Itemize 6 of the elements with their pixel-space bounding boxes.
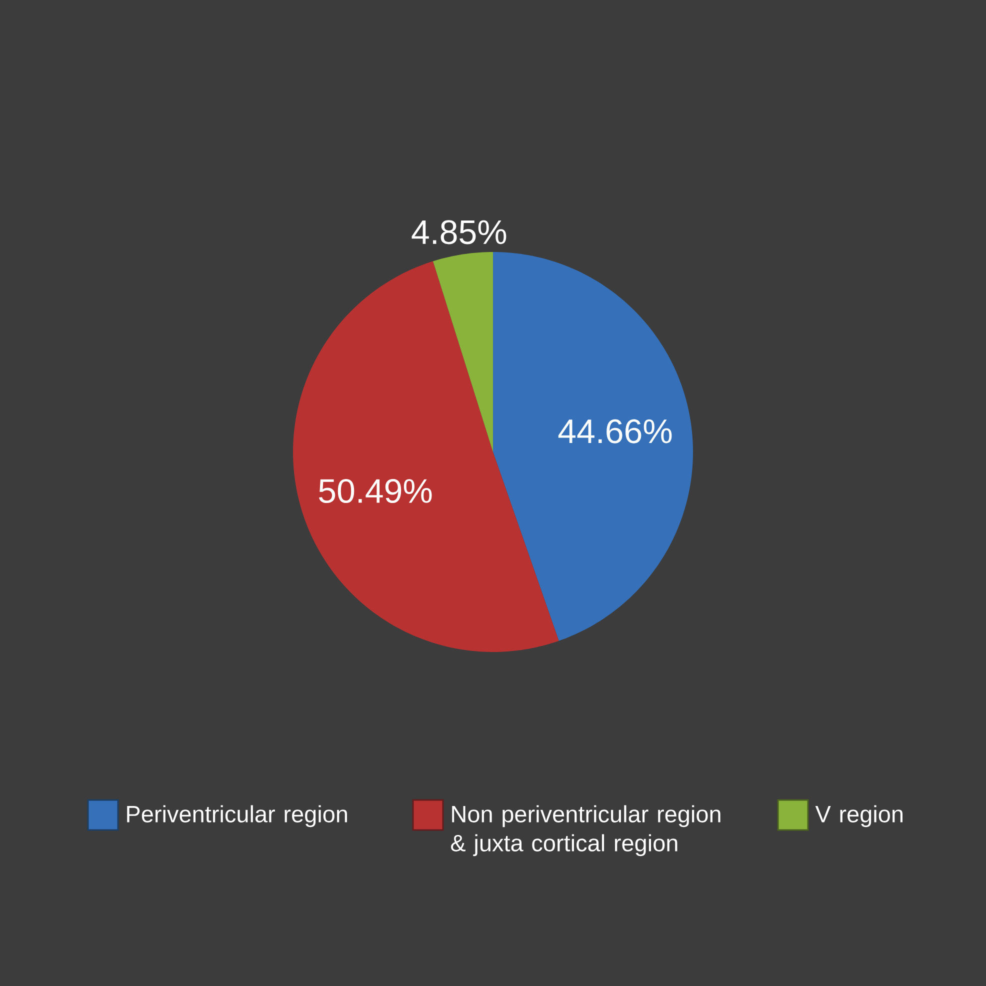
data-label: 4.85% [412,220,506,244]
data-label: 50.49% [319,478,432,504]
legend-label: Periventricular region [127,805,347,828]
legend-label: V region [815,805,902,828]
legend-label: Non periventricular region & juxta cortical region [451,805,720,856]
data-label: 44.66% [558,419,672,444]
